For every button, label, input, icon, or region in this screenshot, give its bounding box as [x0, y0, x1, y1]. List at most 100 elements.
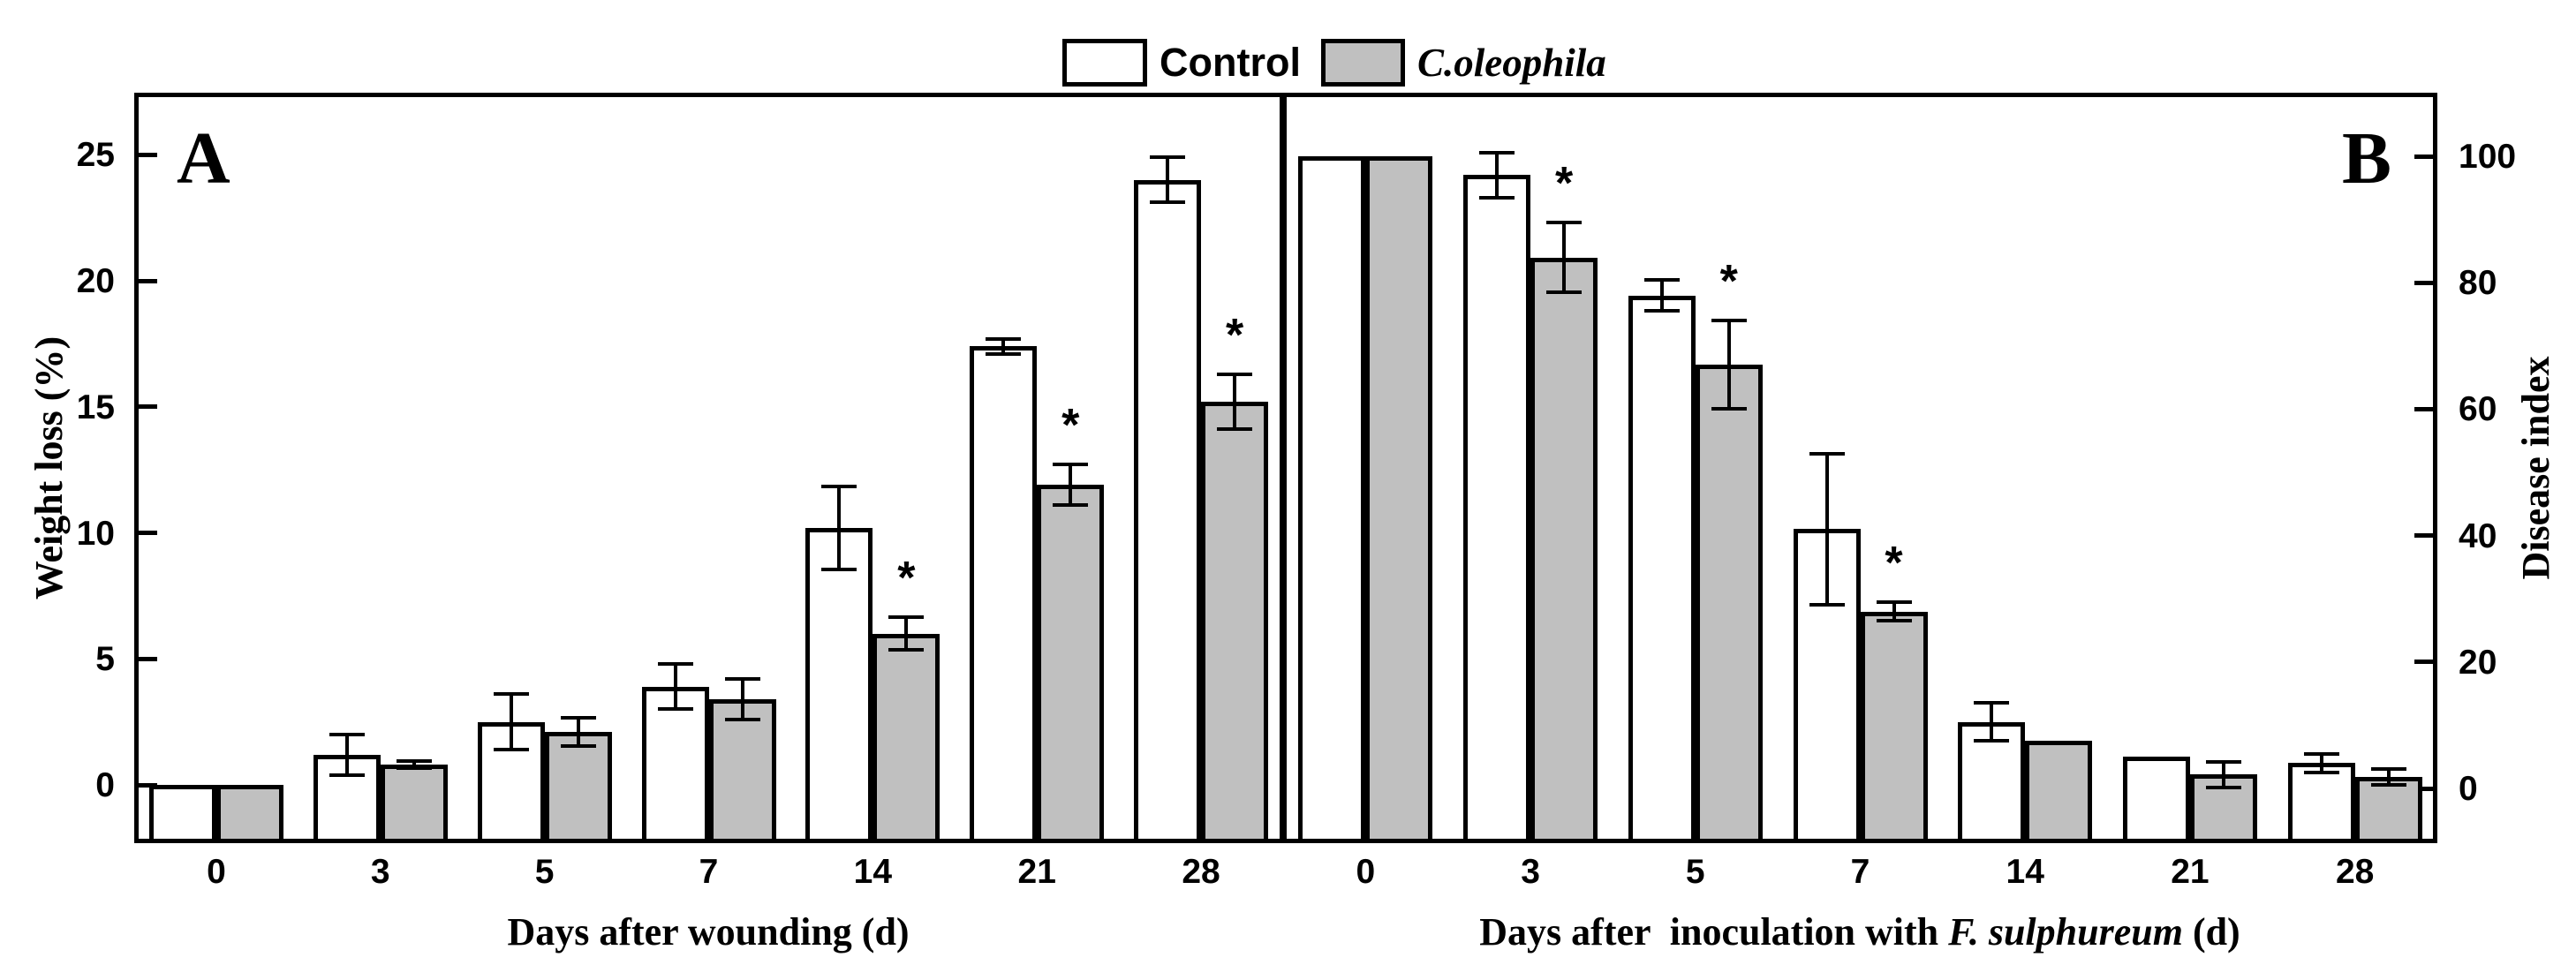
panel-b-bar-control-day7 — [1793, 529, 1861, 843]
panel-a-errorbar-control-day7 — [673, 663, 677, 710]
panel-a-bar-control-day5 — [477, 721, 545, 843]
panel-a-xtick-label-5: 5 — [534, 853, 555, 891]
panel-b-errorbar-cap-bottom-oleophila-day28 — [2370, 783, 2406, 788]
panel-b-bar-oleophila-day0 — [1365, 156, 1433, 843]
panel-b-errorbar-cap-bottom-oleophila-day7 — [1876, 619, 1912, 623]
panel-b-xtick-label-14: 14 — [2006, 853, 2044, 891]
panel-b-bar-control-day21 — [2122, 757, 2190, 843]
panel-b-errorbar-control-day7 — [1824, 453, 1829, 606]
panel-a-errorbar-cap-bottom-oleophila-day7 — [724, 717, 760, 721]
panel-b-bar-oleophila-day5 — [1695, 365, 1763, 843]
panel-a-ytick-label-20: 20 — [76, 262, 115, 300]
panel-a-ytick-label-15: 15 — [76, 388, 115, 426]
panel-b-xtick-label-7: 7 — [1850, 853, 1870, 891]
panel-a-errorbar-cap-bottom-oleophila-day21 — [1053, 503, 1089, 508]
panel-b-significance-marker-day3: * — [1554, 158, 1574, 210]
panel-b-bar-control-day5 — [1628, 295, 1696, 843]
panel-a-errorbar-control-day3 — [344, 734, 349, 775]
panel-b-ytick-label-20: 20 — [2459, 643, 2497, 682]
xaxis-title-species-italic: F. sulphureum — [1948, 910, 2183, 954]
xaxis-title-text: Days after inoculation with — [1479, 910, 1949, 954]
panel-a-bar-control-day28 — [1134, 179, 1202, 843]
panel-a-xtick-label-0: 0 — [207, 853, 226, 891]
panel-b-errorbar-cap-top-control-day7 — [1809, 451, 1845, 456]
panel-b-ytick-mark-100 — [2414, 154, 2437, 159]
panel-b-errorbar-cap-bottom-oleophila-day21 — [2205, 785, 2241, 789]
panel-a-errorbar-oleophila-day14 — [904, 617, 909, 651]
panel-b-bar-oleophila-day14 — [2025, 741, 2093, 843]
panel-a-xtick-label-28: 28 — [1182, 853, 1220, 891]
panel-b-errorbar-oleophila-day3 — [1562, 222, 1567, 292]
panel-a-ytick-mark-15 — [134, 404, 157, 410]
panel-b-xaxis-title: Days after inoculation with F. sulphureu… — [1418, 909, 2301, 954]
panel-a-errorbar-cap-bottom-oleophila-day3 — [396, 766, 432, 771]
panel-b-errorbar-cap-bottom-control-day3 — [1479, 195, 1515, 200]
panel-b-bar-oleophila-day3 — [1530, 257, 1598, 843]
panel-a-errorbar-cap-bottom-oleophila-day5 — [560, 743, 596, 748]
panel-a-bar-control-day21 — [970, 346, 1038, 843]
panel-a-errorbar-control-day28 — [1166, 157, 1170, 203]
xaxis-title-text: (d) — [2182, 910, 2240, 954]
panel-b-bar-oleophila-day7 — [1860, 611, 1928, 843]
panel-b-errorbar-control-day28 — [2319, 753, 2323, 773]
right-yaxis-title: Disease index — [2514, 356, 2557, 580]
panel-b-errorbar-oleophila-day5 — [1726, 320, 1731, 410]
panel-a-xtick-label-3: 3 — [370, 853, 390, 891]
panel-b-significance-marker-day5: * — [1719, 256, 1738, 308]
panel-divider — [1280, 93, 1287, 843]
panel-a-bar-oleophila-day0 — [215, 785, 283, 843]
panel-a-bar-oleophila-day5 — [544, 732, 612, 843]
panel-b-errorbar-cap-top-control-day5 — [1643, 277, 1680, 282]
panel-a-ytick-label-25: 25 — [76, 136, 115, 175]
panel-a-errorbar-oleophila-day28 — [1233, 373, 1237, 430]
panel-a-errorbar-control-day14 — [837, 486, 842, 569]
panel-a-errorbar-cap-top-control-day3 — [329, 732, 365, 736]
legend-swatch-oleophila — [1321, 39, 1405, 87]
panel-b-ytick-mark-60 — [2414, 406, 2437, 411]
panel-a-errorbar-cap-top-control-day28 — [1150, 155, 1186, 160]
panel-b-ytick-label-80: 80 — [2459, 264, 2497, 303]
panel-a-bar-oleophila-day3 — [380, 765, 448, 843]
panel-b-ytick-mark-80 — [2414, 280, 2437, 285]
panel-b-bar-control-day0 — [1298, 156, 1366, 843]
panel-b-ytick-mark-20 — [2414, 660, 2437, 665]
panel-b-significance-marker-day7: * — [1885, 537, 1903, 589]
panel-b-errorbar-cap-top-oleophila-day7 — [1876, 599, 1912, 604]
panel-b-ytick-mark-0 — [2414, 786, 2437, 791]
panel-a-errorbar-cap-top-oleophila-day14 — [888, 615, 925, 620]
panel-b-errorbar-cap-top-control-day3 — [1479, 151, 1515, 155]
panel-a-bar-oleophila-day28 — [1201, 402, 1269, 843]
panel-a-errorbar-cap-top-oleophila-day7 — [724, 677, 760, 682]
panel-b-errorbar-cap-top-oleophila-day3 — [1546, 221, 1583, 225]
panel-a-errorbar-cap-bottom-control-day21 — [986, 351, 1022, 356]
panel-a-bar-control-day3 — [313, 754, 381, 843]
panel-b-xtick-label-28: 28 — [2335, 853, 2375, 891]
panel-a-errorbar-cap-top-control-day14 — [821, 484, 857, 488]
panel-b-xtick-label-5: 5 — [1685, 853, 1705, 891]
panel-b-bar-control-day14 — [1958, 721, 2026, 843]
panel-a-ytick-mark-10 — [134, 531, 157, 535]
panel-a-ytick-label-5: 5 — [95, 640, 115, 679]
panel-a-bar-oleophila-day14 — [873, 633, 941, 843]
panel-b-xtick-label-3: 3 — [1521, 853, 1540, 891]
panel-a-errorbar-cap-top-oleophila-day21 — [1053, 463, 1089, 467]
panel-a-errorbar-cap-bottom-control-day3 — [329, 773, 365, 777]
panel-a-errorbar-cap-top-oleophila-day3 — [396, 758, 432, 763]
panel-a-errorbar-cap-top-oleophila-day5 — [560, 716, 596, 720]
legend-swatch-control — [1062, 39, 1147, 87]
panel-a-errorbar-cap-bottom-oleophila-day14 — [888, 648, 925, 652]
panel-a-xtick-label-7: 7 — [699, 853, 719, 891]
panel-a-label: A — [177, 117, 230, 200]
panel-a-ytick-mark-25 — [134, 152, 157, 157]
panel-a-bar-control-day0 — [148, 785, 216, 843]
legend-label-oleophila: C.oleophila — [1417, 41, 1606, 85]
panel-b-errorbar-cap-bottom-control-day5 — [1643, 309, 1680, 313]
panel-a-errorbar-cap-bottom-oleophila-day28 — [1217, 427, 1253, 432]
panel-a-errorbar-control-day5 — [509, 694, 513, 750]
panel-a-ytick-mark-5 — [134, 656, 157, 661]
panel-a-errorbar-cap-bottom-control-day7 — [657, 707, 693, 712]
panel-b-bar-control-day28 — [2287, 763, 2355, 843]
panel-a-significance-marker-day28: * — [1225, 309, 1244, 361]
panel-b-errorbar-cap-top-control-day14 — [1974, 701, 2010, 705]
